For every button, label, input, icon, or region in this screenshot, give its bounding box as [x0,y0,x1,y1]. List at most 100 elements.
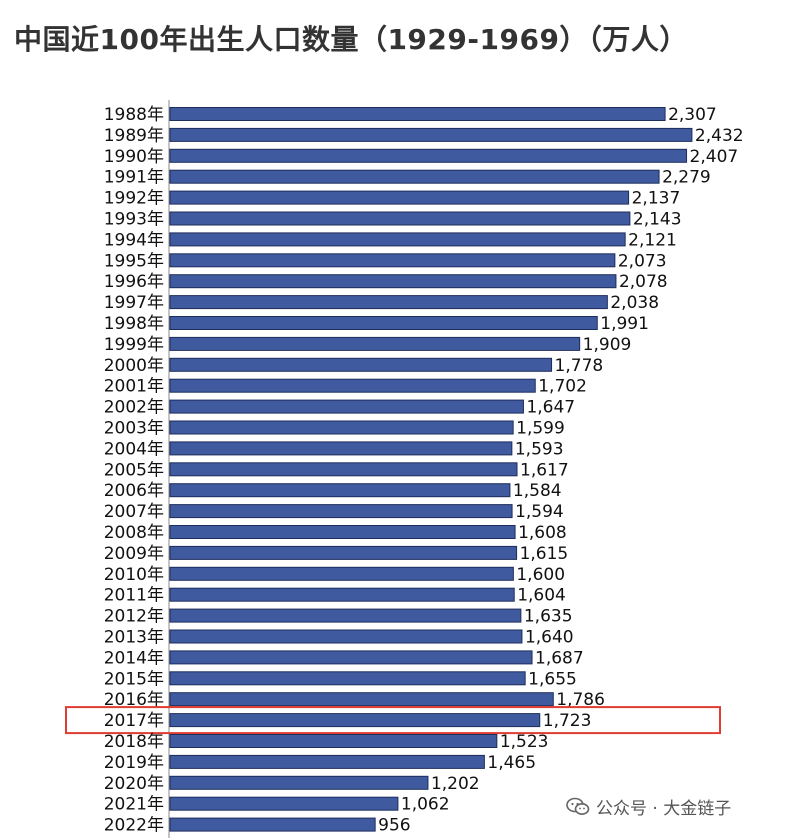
data-label: 1,647 [526,398,575,418]
y-tick-label: 2011年 [104,586,164,606]
data-label: 1,617 [520,460,569,480]
bar [169,357,553,372]
data-label: 2,078 [619,272,668,292]
bar [169,545,518,560]
data-label: 2,279 [662,168,711,188]
y-tick-label: 2005年 [104,460,164,480]
y-tick-label: 2004年 [104,439,164,459]
y-tick-label: 1997年 [104,293,164,313]
bar [169,336,581,351]
bar [169,232,626,247]
bar [169,692,554,707]
data-label: 2,073 [618,251,667,271]
bar [169,441,513,456]
data-label: 1,202 [431,774,480,794]
bar [169,107,666,121]
bar [169,608,522,623]
bar [169,148,688,163]
data-label: 1,778 [555,356,604,376]
watermark: 公众号 · 大金链子 [566,794,731,819]
y-tick-label: 2001年 [104,377,164,397]
y-tick-label: 2021年 [104,795,164,815]
bar [169,817,376,832]
y-tick-label: 2009年 [104,544,164,564]
data-label: 1,635 [524,607,573,627]
y-tick-label: 2013年 [104,628,164,648]
data-label: 2,121 [628,230,677,250]
data-label: 1,687 [535,648,584,668]
y-tick-label: 1995年 [104,251,164,271]
y-tick-label: 2017年 [104,711,164,731]
y-tick-label: 2019年 [104,753,164,773]
bar [169,462,518,477]
bar [169,274,617,289]
data-label: 1,600 [516,565,565,585]
highlight-box [65,706,721,735]
data-label: 2,143 [633,210,682,230]
data-label: 1,593 [515,439,564,459]
data-label: 1,584 [513,481,562,501]
bar [169,316,598,330]
y-tick-label: 2000年 [104,356,164,376]
y-tick-label: 1989年 [104,126,164,146]
y-tick-label: 1988年 [104,105,164,125]
y-tick-label: 1993年 [104,210,164,230]
bar [169,504,513,519]
bar [169,253,616,268]
data-label: 2,137 [632,189,681,209]
y-tick-label: 2020年 [104,774,164,794]
y-tick-label: 1990年 [104,147,164,167]
watermark-text: 公众号 · 大金链子 [596,799,732,819]
bar [169,525,516,539]
bar [169,796,399,811]
y-tick-label: 2003年 [104,419,164,439]
bar [169,127,693,142]
bar [169,713,541,728]
y-tick-label: 1998年 [104,314,164,334]
data-label: 1,615 [520,544,569,564]
data-label: 1,604 [517,586,566,606]
y-tick-label: 1991年 [104,168,164,188]
y-tick-label: 2002年 [104,398,164,418]
bar [169,378,536,393]
bar [169,566,514,581]
data-label: 2,038 [610,293,659,313]
data-label: 2,407 [690,147,739,167]
data-label: 1,640 [525,628,574,648]
y-tick-label: 2018年 [104,732,164,752]
data-label: 1,991 [600,314,649,334]
data-label: 1,594 [515,502,564,522]
bar [169,399,524,414]
data-label: 2,307 [668,105,717,125]
y-tick-label: 1994年 [104,230,164,250]
bar [169,295,608,310]
data-label: 1,062 [401,795,450,815]
data-label: 2,432 [695,126,744,146]
y-tick-label: 1996年 [104,272,164,292]
y-tick-label: 2007年 [104,502,164,522]
y-tick-label: 2012年 [104,607,164,627]
bar [169,671,526,686]
y-tick-label: 1999年 [104,335,164,355]
data-label: 1,655 [528,669,577,689]
bar [169,420,514,435]
y-tick-label: 2015年 [104,669,164,689]
y-tick-label: 1992年 [104,189,164,209]
bar [169,775,429,790]
data-label: 1,599 [516,419,565,439]
bar [169,734,498,748]
y-tick-label: 2022年 [104,816,164,836]
data-label: 1,465 [487,753,536,773]
y-tick-label: 2016年 [104,690,164,710]
data-label: 1,909 [583,335,632,355]
data-label: 1,702 [538,377,587,397]
bar [169,754,485,769]
bar [169,169,660,184]
y-tick-label: 2008年 [104,523,164,543]
bar [169,587,515,602]
data-label: 1,608 [518,523,567,543]
y-tick-label: 2006年 [104,481,164,501]
bar [169,211,631,226]
wechat-icon [566,797,590,817]
